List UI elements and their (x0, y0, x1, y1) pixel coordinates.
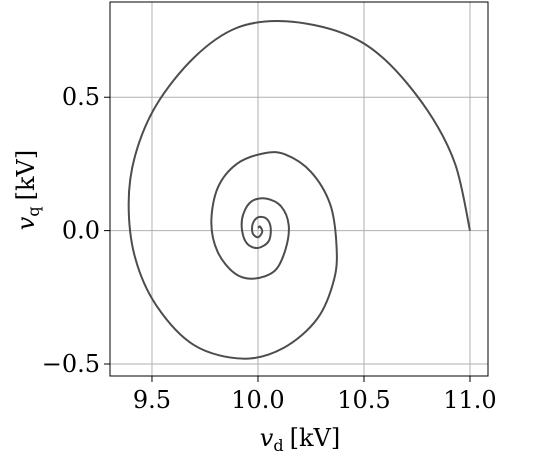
x-label-subscript: d (273, 436, 283, 455)
y-tick-label: 0.5 (62, 83, 100, 111)
y-tick-label: 0.0 (62, 217, 100, 245)
y-label-symbol: v (12, 216, 40, 230)
x-tick-label: 9.5 (133, 386, 171, 414)
x-tick-label: 11.0 (443, 386, 496, 414)
plot-frame (109, 1, 489, 377)
y-axis-label: vq [kV] (12, 150, 43, 230)
y-label-unit: [kV] (12, 150, 40, 201)
spiral-line (127, 19, 471, 360)
y-label-subscript: q (24, 206, 43, 216)
x-label-symbol: v (260, 424, 274, 452)
x-label-unit: [kV] (290, 424, 341, 452)
x-axis-label: vd [kV] (260, 424, 340, 455)
y-tick-label: −0.5 (42, 350, 100, 378)
x-tick-label: 10.0 (231, 386, 284, 414)
x-tick-label: 10.5 (337, 386, 390, 414)
